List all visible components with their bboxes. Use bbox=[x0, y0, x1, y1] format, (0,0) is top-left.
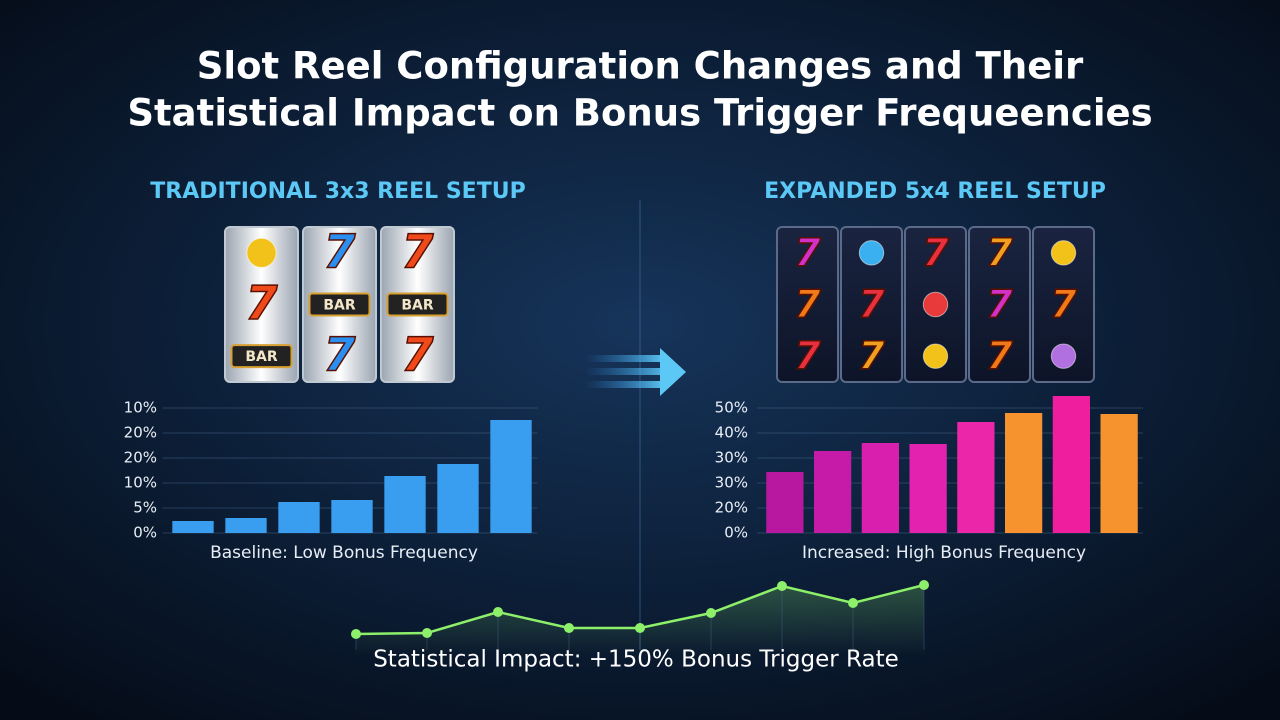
point bbox=[706, 608, 716, 618]
y-tick-label: 0% bbox=[724, 524, 748, 542]
impact-caption: Statistical Impact: +150% Bonus Trigger … bbox=[373, 647, 899, 673]
arrow bbox=[585, 348, 686, 396]
point bbox=[351, 629, 361, 639]
reel bbox=[776, 226, 839, 383]
bar-symbol-plate bbox=[386, 292, 449, 317]
reel-icon bbox=[922, 291, 949, 318]
bar bbox=[490, 420, 532, 533]
y-tick-label: 20% bbox=[124, 449, 157, 467]
reel-icon bbox=[246, 237, 277, 268]
reel-symbol: 7 bbox=[323, 328, 355, 382]
reel bbox=[224, 226, 299, 383]
y-tick-label: 30% bbox=[715, 474, 748, 492]
bar bbox=[1052, 396, 1090, 533]
bar bbox=[909, 444, 947, 533]
reel-symbol: 7 bbox=[401, 328, 433, 382]
area bbox=[356, 585, 924, 655]
point bbox=[564, 623, 574, 633]
bar bbox=[1005, 413, 1043, 533]
y-tick-label: 5% bbox=[133, 499, 157, 517]
reel-symbol: 7 bbox=[1050, 282, 1077, 326]
y-tick-label: 10% bbox=[124, 474, 157, 492]
bar bbox=[437, 464, 479, 533]
bar bbox=[766, 472, 804, 533]
reel-icon bbox=[858, 240, 885, 266]
reel-icon bbox=[1050, 240, 1077, 266]
bar bbox=[814, 451, 852, 533]
bar-symbol-plate bbox=[308, 292, 371, 317]
reel-symbol: BAR bbox=[245, 349, 278, 365]
bar bbox=[1100, 414, 1138, 533]
y-tick-label: 10% bbox=[124, 399, 157, 417]
bar bbox=[861, 443, 899, 533]
reel-symbol: 7 bbox=[245, 276, 277, 330]
bar bbox=[278, 502, 320, 533]
x-axis-caption: Increased: High Bonus Frequency bbox=[802, 543, 1086, 563]
point bbox=[493, 607, 503, 617]
reel-symbol: 7 bbox=[986, 230, 1013, 274]
bar bbox=[331, 500, 373, 533]
reel-symbol: 7 bbox=[323, 224, 355, 278]
point bbox=[635, 623, 645, 633]
reel-symbol: 7 bbox=[986, 282, 1013, 326]
reel-symbol: 7 bbox=[922, 230, 949, 274]
bar bbox=[225, 518, 267, 533]
panel-heading: EXPANDED 5x4 REEL SETUP bbox=[764, 179, 1106, 204]
point bbox=[919, 580, 929, 590]
title-line: Statistical Impact on Bonus Trigger Freq… bbox=[127, 92, 1152, 135]
point bbox=[848, 598, 858, 608]
y-tick-label: 0% bbox=[133, 524, 157, 542]
reel-symbol: BAR bbox=[323, 298, 356, 314]
reel-symbol: 7 bbox=[858, 282, 885, 326]
reel bbox=[840, 226, 903, 383]
title-line: Slot Reel Configuration Changes and Thei… bbox=[197, 45, 1084, 88]
y-tick-label: 40% bbox=[715, 424, 748, 442]
reel-symbol: 7 bbox=[986, 334, 1013, 378]
panel-heading: TRADITIONAL 3x3 REEL SETUP bbox=[150, 179, 525, 204]
y-tick-label: 30% bbox=[715, 449, 748, 467]
bar bbox=[384, 476, 426, 533]
reel-icon bbox=[922, 343, 949, 369]
reel-symbol: 7 bbox=[401, 224, 433, 278]
point bbox=[777, 581, 787, 591]
x-axis-caption: Baseline: Low Bonus Frequency bbox=[210, 543, 478, 563]
bar bbox=[172, 521, 214, 533]
reel bbox=[968, 226, 1031, 383]
reel-symbol: 7 bbox=[794, 282, 821, 326]
y-tick-label: 20% bbox=[124, 424, 157, 442]
bar-symbol-plate bbox=[230, 344, 293, 369]
reel-symbol: 7 bbox=[794, 334, 821, 378]
reel-symbol: 7 bbox=[794, 230, 821, 274]
reel bbox=[1032, 226, 1095, 383]
reel-symbol: BAR bbox=[401, 298, 434, 314]
reel-icon bbox=[1050, 343, 1077, 369]
y-tick-label: 20% bbox=[715, 499, 748, 517]
bar bbox=[957, 422, 995, 533]
reel-symbol: 7 bbox=[858, 334, 885, 378]
y-tick-label: 50% bbox=[715, 399, 748, 417]
point bbox=[422, 628, 432, 638]
